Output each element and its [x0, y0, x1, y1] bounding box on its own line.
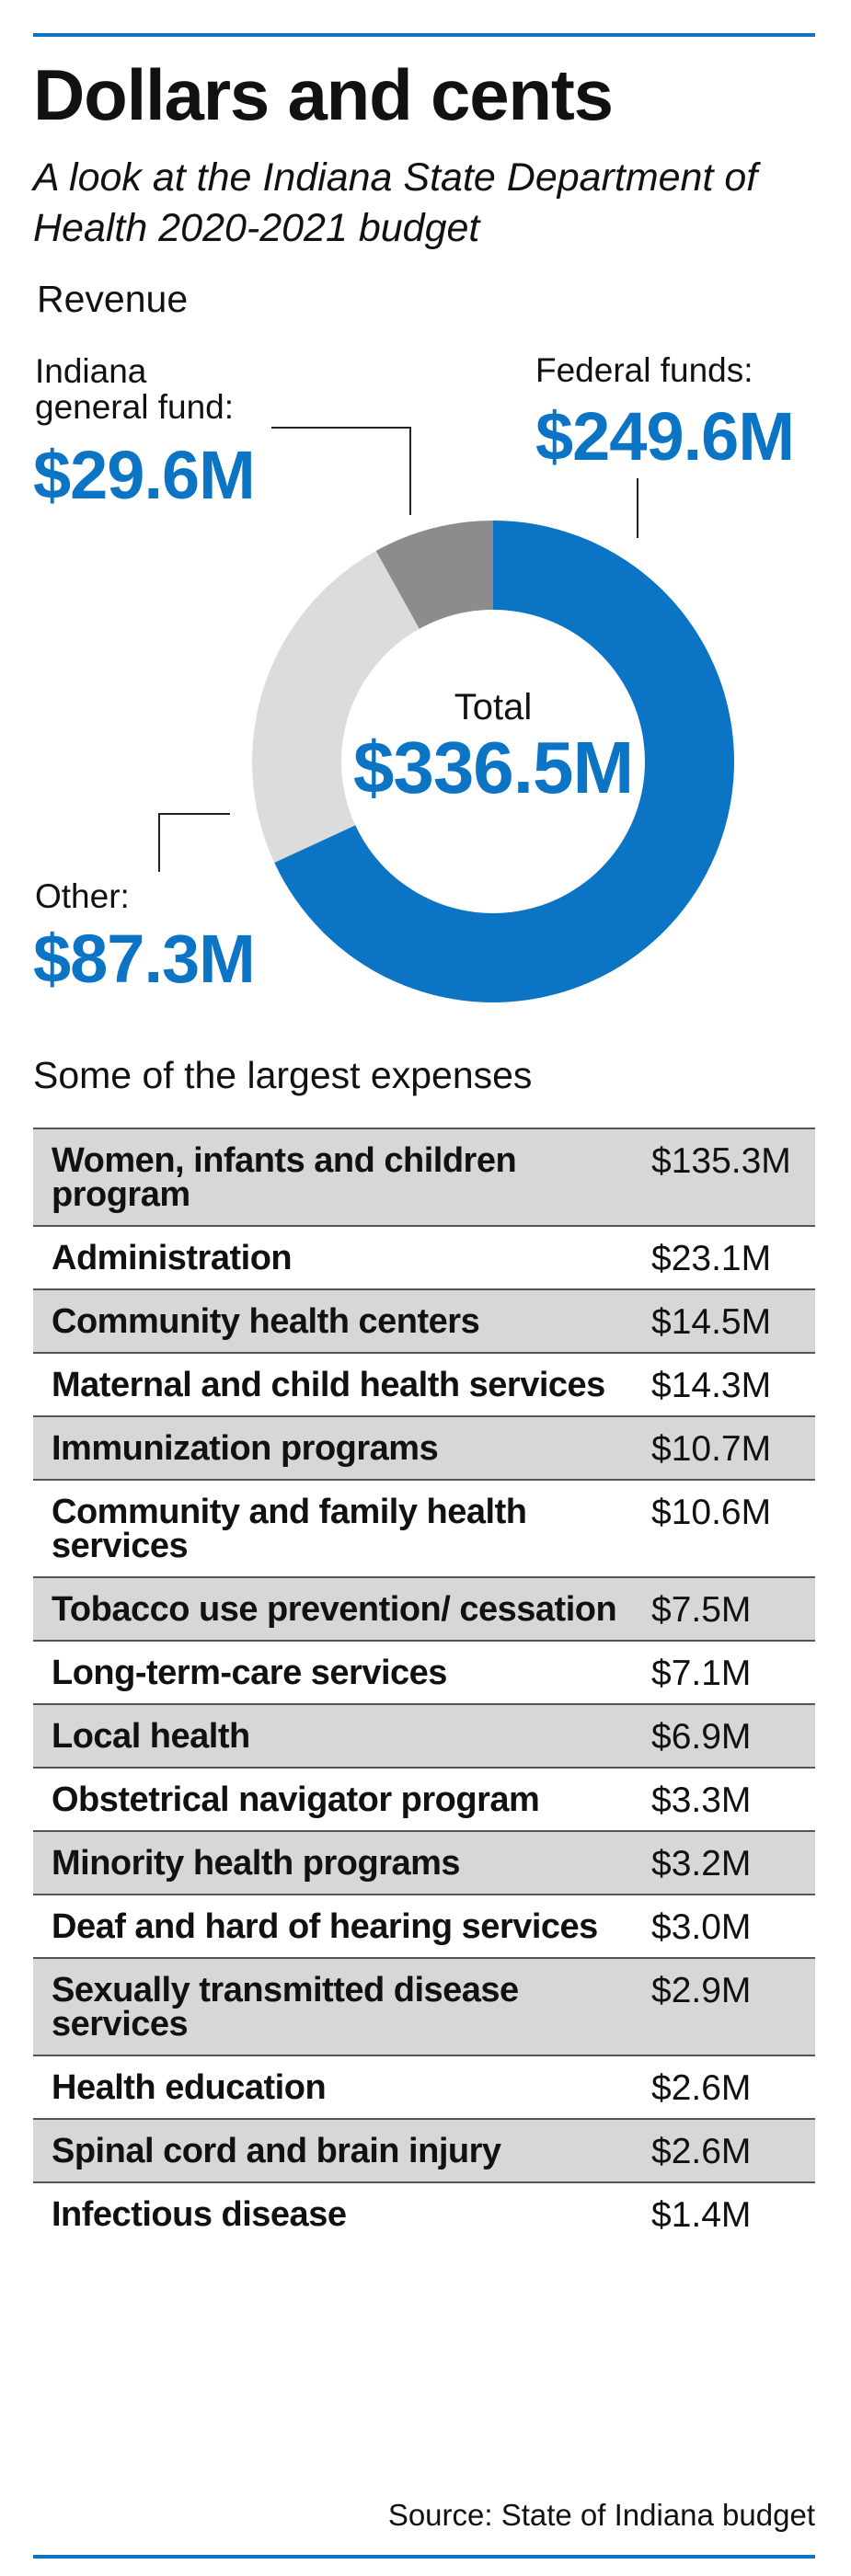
table-row: Women, infants and children program $135.…: [33, 1128, 815, 1226]
revenue-heading: Revenue: [37, 278, 189, 320]
expense-name: Maternal and child health services: [33, 1352, 651, 1416]
expense-amount: $7.5M: [651, 1576, 815, 1641]
table-row: Health education $2.6M: [33, 2055, 815, 2119]
expense-name: Community and family health services: [33, 1479, 651, 1577]
table-row: Tobacco use prevention/ cessation $7.5M: [33, 1576, 815, 1641]
source-note: Source: State of Indiana budget: [387, 2498, 815, 2532]
general-fund-value: $29.6M: [33, 437, 256, 513]
expense-amount: $6.9M: [651, 1703, 815, 1768]
donut-slice-other: [252, 551, 420, 864]
table-row: Administration $23.1M: [33, 1225, 815, 1289]
table-row: Community health centers $14.5M: [33, 1288, 815, 1353]
table-row: Immunization programs $10.7M: [33, 1415, 815, 1480]
table-row: Local health $6.9M: [33, 1703, 815, 1768]
expense-name: Immunization programs: [33, 1415, 651, 1480]
bottom-rule: [33, 2555, 815, 2559]
table-row: Obstetrical navigator program $3.3M: [33, 1767, 815, 1831]
expense-name: Tobacco use prevention/ cessation: [33, 1576, 651, 1641]
page-subtitle: A look at the Indiana State Department o…: [33, 155, 758, 250]
expense-amount: $10.6M: [651, 1479, 815, 1577]
expense-name: Sexually transmitted disease services: [33, 1957, 651, 2055]
table-row: Deaf and hard of hearing services $3.0M: [33, 1894, 815, 1958]
leader-line-general-fund: [271, 427, 411, 515]
donut-center-label: Total: [454, 687, 533, 727]
federal-funds-value: $249.6M: [535, 398, 795, 475]
expense-amount: $10.7M: [651, 1415, 815, 1480]
expense-name: Spinal cord and brain injury: [33, 2118, 651, 2182]
general-fund-label-line2: general fund:: [35, 388, 235, 426]
expense-name: Community health centers: [33, 1288, 651, 1353]
expense-name: Women, infants and children program: [33, 1128, 651, 1226]
federal-funds-label: Federal funds:: [535, 351, 753, 389]
expense-amount: $3.3M: [651, 1767, 815, 1831]
table-row: Community and family health services $10.…: [33, 1479, 815, 1577]
expense-amount: $1.4M: [651, 2181, 815, 2241]
expense-amount: $3.0M: [651, 1894, 815, 1958]
table-row: Long-term-care services $7.1M: [33, 1640, 815, 1704]
expense-name: Obstetrical navigator program: [33, 1767, 651, 1831]
top-rule: [33, 33, 815, 37]
donut-slice-general-fund: [375, 521, 493, 629]
expense-amount: $14.5M: [651, 1288, 815, 1353]
expense-name: Deaf and hard of hearing services: [33, 1894, 651, 1958]
page-title: Dollars and cents: [33, 54, 614, 135]
expenses-heading: Some of the largest expenses: [33, 1054, 533, 1096]
expense-name: Minority health programs: [33, 1830, 651, 1895]
other-value: $87.3M: [33, 921, 256, 997]
expense-amount: $23.1M: [651, 1225, 815, 1289]
expense-name: Infectious disease: [33, 2181, 651, 2241]
expense-name: Local health: [33, 1703, 651, 1768]
table-row: Infectious disease $1.4M: [33, 2181, 815, 2241]
table-row: Sexually transmitted disease services $2.…: [33, 1957, 815, 2055]
expense-amount: $7.1M: [651, 1640, 815, 1704]
revenue-donut-chart: Total $336.5M: [158, 427, 734, 1002]
table-row: Spinal cord and brain injury $2.6M: [33, 2118, 815, 2182]
table-row: Maternal and child health services $14.3M: [33, 1352, 815, 1416]
expense-name: Health education: [33, 2055, 651, 2119]
expenses-table: Women, infants and children program $135.…: [33, 1128, 815, 2241]
expense-amount: $2.9M: [651, 1957, 815, 2055]
expense-amount: $14.3M: [651, 1352, 815, 1416]
expense-amount: $2.6M: [651, 2118, 815, 2182]
expense-amount: $3.2M: [651, 1830, 815, 1895]
donut-center-value: $336.5M: [353, 727, 633, 808]
expense-name: Long-term-care services: [33, 1640, 651, 1704]
leader-line-other: [158, 813, 230, 872]
expense-amount: $2.6M: [651, 2055, 815, 2119]
table-row: Minority health programs $3.2M: [33, 1830, 815, 1895]
donut-slice-federal-funds: [274, 521, 734, 1002]
general-fund-label-line1: Indiana: [35, 352, 147, 390]
expense-amount: $135.3M: [651, 1128, 815, 1226]
other-label: Other:: [35, 877, 130, 915]
expense-name: Administration: [33, 1225, 651, 1289]
